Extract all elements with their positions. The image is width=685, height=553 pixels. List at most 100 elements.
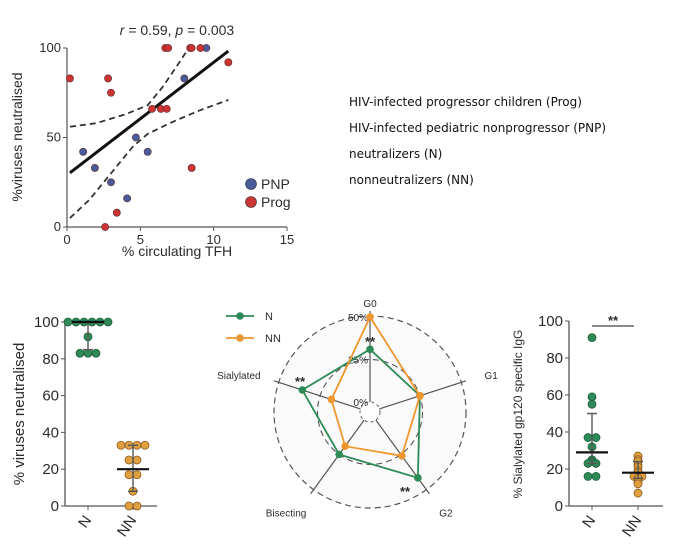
data-point-prog	[104, 74, 112, 83]
radar-point-n	[298, 386, 307, 394]
y-tick-label: 0	[54, 219, 61, 234]
y-tick-label: 80	[42, 351, 59, 368]
data-point-prog	[107, 88, 115, 97]
data-point-pnp	[123, 194, 132, 203]
data-point-nn	[124, 470, 134, 480]
data-point-n	[587, 333, 597, 343]
x-tick-label: 15	[280, 232, 294, 247]
y-tick-label: 100	[39, 40, 61, 55]
y-tick-label: 0	[555, 498, 563, 515]
legend-marker-prog	[245, 196, 257, 208]
x-tick-label: NN	[114, 513, 140, 541]
data-point-nn	[116, 440, 126, 450]
radar-point-nn	[398, 452, 406, 460]
legend-label-n: N	[265, 311, 273, 323]
data-point-n	[63, 317, 73, 327]
radar-ring-label: 0%	[354, 398, 369, 409]
y-tick-label: 100	[34, 314, 59, 331]
data-point-prog	[162, 104, 171, 113]
x-tick-label: 5	[137, 232, 144, 247]
data-point-pnp	[180, 74, 189, 83]
data-point-prog	[187, 164, 196, 172]
legend-prog-text: HIV-infected progressor children (Prog)	[349, 95, 582, 109]
radar-axis-label: Sialylated	[217, 371, 260, 382]
data-point-nn	[124, 455, 134, 465]
data-point-n	[591, 471, 601, 481]
y-tick-label: 100	[538, 313, 563, 330]
legend-label-nn: NN	[265, 333, 281, 345]
significance-label: **	[295, 374, 306, 389]
radar-ring-inner	[359, 401, 381, 423]
radar-point-nn	[416, 391, 424, 400]
y-tick-label: 0	[51, 498, 59, 515]
data-point-n	[583, 433, 593, 442]
data-point-prog	[196, 44, 205, 52]
radar-axis-label: G2	[439, 508, 453, 519]
y-tick-label: 40	[42, 424, 59, 441]
data-point-n	[587, 399, 597, 409]
y-axis-label: %viruses neutralised	[9, 72, 25, 201]
glycan-radar-chart: G0 G1 G2 Bisecting Sialylated 0% 25% 50% ** ** ** N…	[217, 299, 498, 519]
y-axis-label: % viruses neutralised	[11, 343, 28, 486]
data-point-n	[587, 392, 597, 402]
data-point-pnp	[79, 147, 88, 156]
legend-marker-n	[236, 312, 244, 320]
data-point-n	[591, 433, 601, 442]
data-point-n	[75, 348, 85, 358]
correlation-annotation: r = 0.59, p = 0.003	[120, 22, 235, 38]
significance-label: **	[400, 484, 411, 499]
data-point-prog	[101, 223, 110, 231]
data-point-prog	[224, 58, 233, 67]
x-tick-label: N	[579, 513, 599, 532]
radar-spoke	[273, 380, 361, 410]
x-axis-label: % circulating TFH	[122, 243, 232, 259]
regression-line	[69, 49, 230, 175]
data-point-nn	[633, 479, 643, 489]
sialylated-igg-dot-plot: % Sialylated gp120 specific IgG 0 20 40 60 8…	[511, 313, 663, 540]
significance-label: **	[365, 334, 376, 349]
significance-label: **	[608, 313, 619, 328]
radar-point-n	[335, 450, 343, 459]
tfh-scatter-chart: r = 0.59, p = 0.003 %viruses neutralised…	[9, 22, 294, 259]
data-point-pnp	[143, 147, 152, 156]
legend-marker-pnp	[245, 178, 257, 190]
y-tick-label: 20	[42, 461, 59, 478]
legend-nn-text: nonneutralizers (NN)	[349, 173, 474, 187]
y-tick-label: 60	[42, 388, 59, 405]
legend-label-prog: Prog	[261, 194, 291, 210]
radar-axis-label: Bisecting	[266, 508, 307, 519]
y-tick-label: 50	[47, 130, 61, 145]
radar-series-nn	[330, 315, 421, 457]
data-point-n	[91, 348, 101, 358]
legend-n-text: neutralizers (N)	[349, 147, 443, 161]
legend-marker-nn	[236, 334, 244, 342]
radar-ring-label: 50%	[348, 313, 368, 324]
confidence-band-lower	[69, 99, 229, 219]
x-tick-label: 10	[206, 232, 220, 247]
radar-point-nn	[327, 395, 336, 404]
y-tick-label: 80	[546, 350, 563, 367]
data-point-nn	[132, 470, 142, 480]
radar-ring-label: 25%	[348, 356, 368, 367]
x-tick-label: 0	[63, 232, 70, 247]
y-axis-label: % Sialylated gp120 specific IgG	[511, 330, 525, 499]
y-tick-label: 20	[546, 461, 563, 478]
confidence-band-upper	[69, 47, 190, 128]
radar-series-n	[301, 348, 421, 480]
data-point-nn	[132, 455, 142, 465]
y-tick-label: 60	[546, 387, 563, 404]
data-point-prog	[66, 74, 74, 83]
data-point-nn	[132, 501, 142, 511]
data-point-n	[103, 317, 113, 327]
data-point-prog	[112, 208, 121, 217]
data-point-pnp	[132, 133, 140, 142]
radar-point-nn	[341, 442, 349, 451]
data-point-nn	[633, 488, 643, 498]
legend-pnp-text: HIV-infected pediatric nonprogressor (PN…	[349, 121, 607, 135]
x-tick-label: NN	[619, 513, 645, 541]
data-point-pnp	[107, 178, 115, 187]
x-tick-label: N	[75, 513, 95, 532]
radar-point-n	[366, 345, 374, 354]
